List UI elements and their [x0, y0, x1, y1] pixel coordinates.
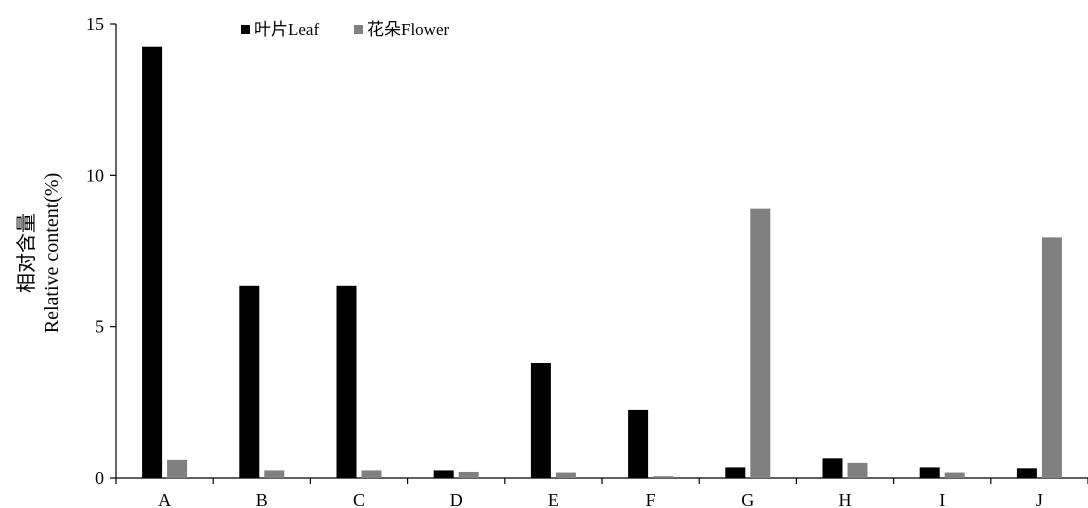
bar-leaf-g	[725, 467, 746, 478]
bar-leaf-i	[919, 467, 940, 478]
x-tick-label: D	[450, 490, 463, 508]
bar-leaf-b	[239, 285, 260, 478]
bar-flower-i	[944, 472, 965, 478]
bar-flower-e	[555, 472, 576, 478]
x-tick-label: J	[1036, 490, 1043, 508]
y-tick-label: 0	[95, 468, 104, 488]
x-tick-label: A	[158, 490, 171, 508]
bar-leaf-c	[336, 285, 357, 478]
x-tick-label: E	[548, 490, 559, 508]
x-tick-label: I	[939, 490, 945, 508]
x-tick-label: C	[353, 490, 365, 508]
x-tick-label: F	[646, 490, 656, 508]
x-tick-label: H	[839, 490, 852, 508]
bar-flower-d	[458, 471, 479, 478]
bar-flower-j	[1041, 237, 1062, 478]
bar-leaf-f	[628, 409, 649, 478]
bar-flower-b	[264, 470, 285, 478]
y-tick-label: 15	[86, 14, 104, 34]
y-tick-label: 10	[86, 165, 104, 185]
bar-flower-h	[847, 462, 868, 478]
bars	[142, 46, 1062, 479]
bar-flower-g	[750, 208, 771, 479]
y-axis-title-chinese: 相对含量	[15, 213, 38, 293]
y-axis-title: 相对含量 Relative content(%)	[15, 173, 63, 334]
y-axis-title-english: Relative content(%)	[41, 173, 63, 334]
legend-swatch-leaf	[241, 25, 250, 34]
legend: 叶片Leaf 花朵Flower	[241, 20, 449, 39]
axes	[115, 24, 1088, 479]
y-axis-ticks: 0 5 10 15	[86, 14, 116, 488]
y-tick-label: 5	[95, 317, 104, 337]
bar-flower-a	[167, 459, 188, 478]
x-tick-label: B	[256, 490, 268, 508]
legend-label-leaf: 叶片Leaf	[254, 20, 319, 39]
bar-flower-c	[361, 470, 382, 478]
bar-leaf-j	[1016, 468, 1037, 478]
legend-swatch-flower	[354, 25, 363, 34]
bar-leaf-h	[822, 458, 843, 478]
legend-label-flower: 花朵Flower	[367, 20, 449, 39]
bar-flower-f	[653, 476, 674, 478]
bar-leaf-e	[530, 362, 551, 478]
bar-leaf-a	[142, 46, 163, 478]
x-tick-label: G	[741, 490, 754, 508]
bar-leaf-d	[433, 470, 454, 478]
x-axis-ticks: A B C D E F G H I J	[115, 478, 1088, 508]
